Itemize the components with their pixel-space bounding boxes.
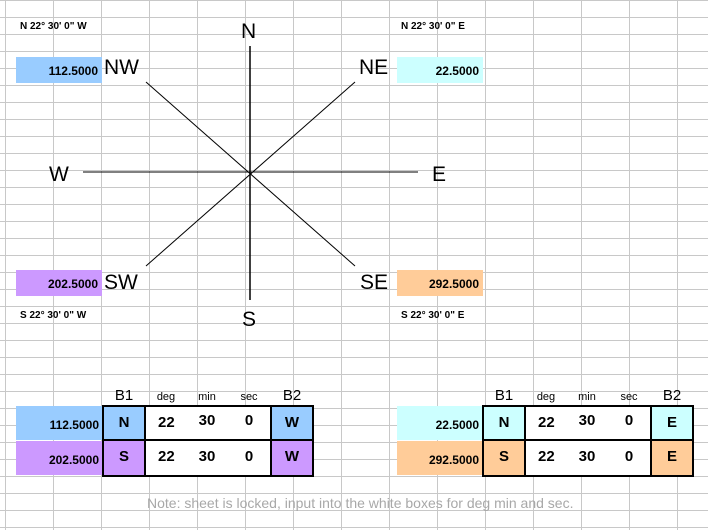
- right-header-b2: B2: [662, 387, 682, 404]
- ne-bearing-label: N 22° 30' 0" E: [401, 21, 465, 32]
- right-row1-b1: N: [482, 405, 526, 441]
- left-header-b2: B2: [282, 387, 302, 404]
- left-row1-b2: W: [270, 405, 314, 441]
- left-header-sec: sec: [240, 391, 258, 403]
- compass-label-northeast: NE: [359, 56, 389, 79]
- nw-azimuth-cell: 112.5000: [16, 57, 102, 83]
- right-row2-b1: S: [482, 439, 526, 477]
- se-azimuth-cell: 292.5000: [397, 270, 483, 296]
- right-row1-sec-input[interactable]: 0: [624, 412, 634, 429]
- right-row2-sec-input[interactable]: 0: [624, 448, 634, 465]
- compass-label-southwest: SW: [104, 271, 138, 294]
- left-row2-sec-input[interactable]: 0: [244, 448, 254, 465]
- left-row1-sec-input[interactable]: 0: [244, 412, 254, 429]
- left-row1-min-input[interactable]: 30: [198, 412, 216, 429]
- right-row2-b2: E: [650, 439, 694, 477]
- ne-sw-line: [145, 81, 356, 267]
- right-row2-min-input[interactable]: 30: [578, 448, 596, 465]
- ne-azimuth-cell: 22.5000: [397, 57, 483, 83]
- compass-label-north: N: [241, 20, 257, 43]
- compass-label-southeast: SE: [360, 271, 389, 294]
- left-row1-b1: N: [102, 405, 146, 441]
- right-row2-deg-input[interactable]: 22: [524, 439, 652, 477]
- compass-label-south: S: [242, 308, 257, 331]
- left-row2-b2: W: [270, 439, 314, 477]
- right-header-min: min: [578, 391, 596, 403]
- left-row1-deg-input[interactable]: 22: [144, 405, 272, 441]
- left-header-deg: deg: [156, 391, 176, 403]
- right-header-b1: B1: [494, 387, 514, 404]
- left-header-b1: B1: [114, 387, 134, 404]
- right-header-deg: deg: [536, 391, 556, 403]
- left-row1-azimuth: 112.5000: [16, 406, 102, 440]
- left-header-min: min: [198, 391, 216, 403]
- sw-azimuth-cell: 202.5000: [16, 270, 102, 296]
- right-header-sec: sec: [620, 391, 638, 403]
- left-row2-azimuth: 202.5000: [16, 441, 102, 475]
- right-row1-azimuth: 22.5000: [397, 406, 482, 440]
- right-row1-min-input[interactable]: 30: [578, 412, 596, 429]
- right-row1-deg-input[interactable]: 22: [524, 405, 652, 441]
- nw-bearing-label: N 22° 30' 0" W: [20, 21, 87, 32]
- compass-label-east: E: [432, 163, 447, 186]
- left-row2-b1: S: [102, 439, 146, 477]
- right-row2-azimuth: 292.5000: [397, 441, 482, 475]
- left-row2-min-input[interactable]: 30: [198, 448, 216, 465]
- compass-label-west: W: [49, 163, 69, 186]
- sw-bearing-label: S 22° 30' 0" W: [20, 310, 87, 321]
- locked-sheet-note: Note: sheet is locked, input into the wh…: [147, 495, 574, 511]
- compass-label-northwest: NW: [104, 56, 139, 79]
- se-bearing-label: S 22° 30' 0" E: [401, 310, 465, 321]
- right-row1-b2: E: [650, 405, 694, 441]
